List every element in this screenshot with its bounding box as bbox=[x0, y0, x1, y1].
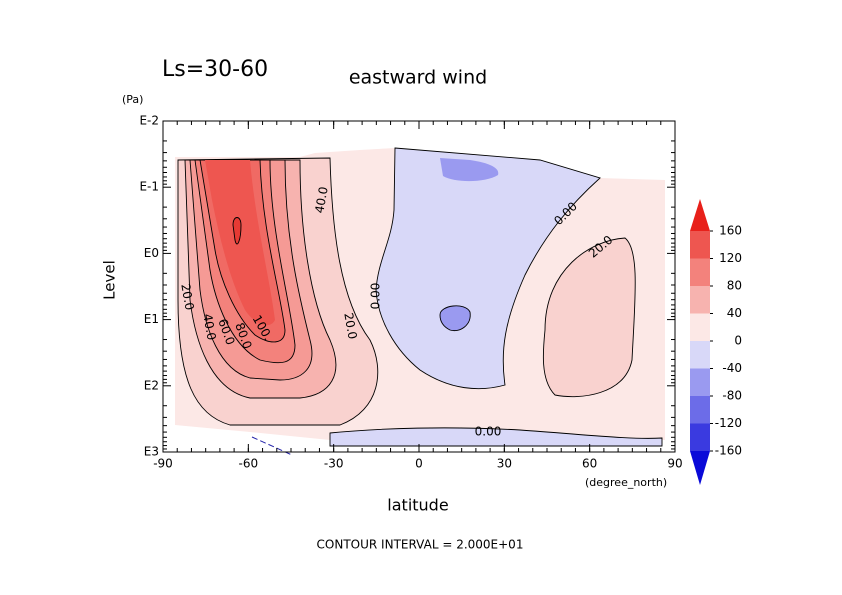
contour-region bbox=[232, 217, 242, 245]
contour-region bbox=[439, 305, 471, 332]
y-tick-label: E-2 bbox=[139, 114, 159, 128]
x-tick-label: -90 bbox=[153, 457, 173, 471]
y-tick-label: E1 bbox=[144, 312, 159, 326]
y-tick-label: E0 bbox=[144, 246, 159, 260]
y-tick-label: E-1 bbox=[139, 180, 159, 194]
colorbar-label: 0 bbox=[734, 334, 742, 348]
contour-label: 0.00 bbox=[475, 425, 502, 439]
subtitle: Ls=30-60 bbox=[162, 57, 268, 82]
x-tick-label: 30 bbox=[497, 457, 512, 471]
x-axis-label: latitude bbox=[387, 496, 448, 515]
contour-label: 20.0 bbox=[178, 283, 196, 312]
colorbar-label: 120 bbox=[719, 251, 742, 265]
x-tick-label: 90 bbox=[667, 457, 682, 471]
colorbar-label: -160 bbox=[715, 444, 742, 458]
x-unit: (degree_north) bbox=[585, 476, 667, 489]
contour-label: 20.0 bbox=[341, 312, 359, 341]
colorbar-bin bbox=[690, 423, 710, 451]
contour-label: 40.0 bbox=[312, 186, 330, 215]
colorbar-bin bbox=[690, 396, 710, 424]
colorbar-label: -120 bbox=[715, 416, 742, 430]
colorbar-bin bbox=[690, 341, 710, 369]
colorbar-label: 160 bbox=[719, 224, 742, 238]
y-tick-label: E2 bbox=[144, 378, 159, 392]
colorbar-label: 80 bbox=[727, 279, 742, 293]
colorbar-extension bbox=[690, 451, 710, 485]
contour-region bbox=[440, 158, 499, 182]
contour-region bbox=[205, 160, 275, 326]
x-tick-label: -60 bbox=[239, 457, 259, 471]
contour-label: 40.0 bbox=[200, 313, 218, 342]
chart-title: eastward wind bbox=[349, 67, 487, 89]
colorbar-bin bbox=[690, 313, 710, 341]
colorbar-bin bbox=[690, 231, 710, 259]
colorbar-extension bbox=[690, 199, 710, 231]
contour-label: 0.00 bbox=[369, 283, 383, 310]
colorbar-label: 40 bbox=[727, 306, 742, 320]
note: CONTOUR INTERVAL = 2.000E+01 bbox=[317, 538, 524, 552]
colorbar-bin bbox=[690, 258, 710, 286]
y-axis-label: Level bbox=[101, 260, 119, 300]
x-tick-label: 60 bbox=[582, 457, 597, 471]
x-tick-label: -30 bbox=[324, 457, 344, 471]
x-tick-label: 0 bbox=[415, 457, 423, 471]
contour-field bbox=[175, 147, 665, 456]
y-tick-label: E3 bbox=[144, 445, 159, 459]
colorbar-bin bbox=[690, 286, 710, 314]
colorbar-bin bbox=[690, 368, 710, 396]
contour-region bbox=[329, 427, 663, 447]
contour-region bbox=[542, 237, 636, 398]
colorbar-label: -40 bbox=[722, 361, 742, 375]
colorbar-label: -80 bbox=[722, 389, 742, 403]
contour-region bbox=[375, 147, 601, 390]
y-unit: (Pa) bbox=[122, 93, 143, 106]
